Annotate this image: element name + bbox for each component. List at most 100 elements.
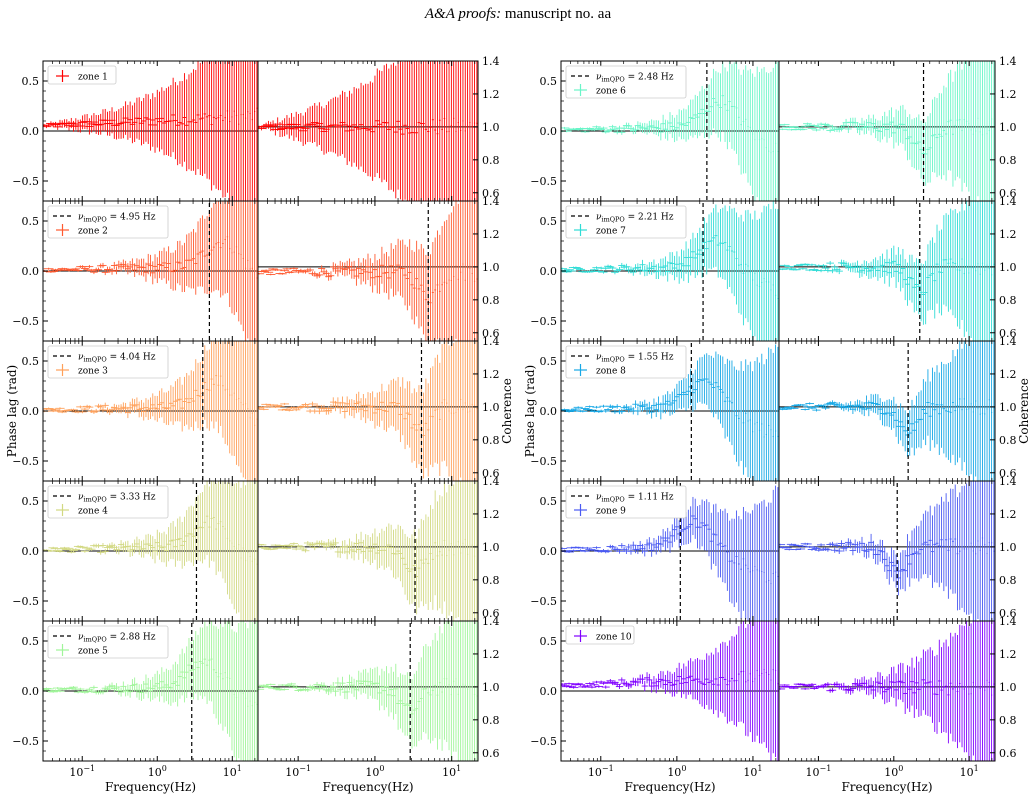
phase-subplot: 0.5 0.0 −0.5	[12, 340, 259, 482]
legend: νimQPO = 3.33 Hz zone 4	[47, 485, 169, 519]
zone-panel: 0.5 0.0 −0.5 1.4 1.2 1.0 0.8 0.6 νimQPO = 3.33 H…	[12, 475, 500, 622]
zone-panel: 0.5 0.0 −0.5 1.4 1.2 1.0 0.8 0.6 νimQPO = 2.21 H…	[530, 195, 1017, 342]
y-tick-label: 1.4	[999, 55, 1017, 68]
y-tick-label: 0.5	[540, 355, 558, 368]
data-marks	[779, 61, 995, 201]
y-tick-label: 1.2	[999, 368, 1017, 381]
phase-subplot: 0.5 0.0 −0.5	[530, 60, 780, 202]
legend-qpo-label: νimQPO = 3.33 Hz	[78, 493, 156, 504]
y-tick-label: 1.0	[482, 121, 500, 134]
y-tick-label: −0.5	[12, 315, 39, 328]
zone-panel: 0.5 0.0 −0.5 1.4 1.2 1.0 0.8 0.6 νimQPO = 2.48 H…	[530, 55, 1017, 202]
legend: νimQPO = 2.21 Hz zone 7	[565, 205, 687, 239]
legend-zone-label: zone 6	[596, 87, 626, 97]
legend-box	[47, 485, 169, 519]
legend-zone-label: zone 4	[78, 507, 108, 517]
y-tick-label: 1.4	[999, 335, 1017, 348]
legend-box	[565, 205, 687, 239]
zone-panel: 0.5 0.0 −0.5 1.4 1.2 1.0 0.8 0.6 νimQPO = 4.04 H…	[12, 335, 500, 482]
y-tick-label: 0.6	[999, 187, 1017, 200]
data-marks	[43, 201, 258, 341]
y-tick-label: 0.5	[540, 215, 558, 228]
legend-qpo-label: νimQPO = 4.04 Hz	[78, 353, 156, 364]
x-tick-label: 101	[442, 764, 461, 779]
legend-box	[565, 485, 687, 519]
legend: zone 1	[47, 65, 117, 85]
data-marks	[561, 61, 779, 201]
y-tick-label: 1.4	[999, 475, 1017, 488]
data-marks	[43, 621, 258, 761]
x-axis-label: Frequency(Hz)	[105, 780, 196, 794]
data-marks	[43, 61, 258, 201]
coherence-subplot: 1.4 1.2 1.0 0.8 0.6	[778, 335, 1017, 482]
data-marks	[779, 201, 995, 341]
coherence-subplot: 1.4 1.2 1.0 0.8 0.6	[778, 195, 1017, 342]
y-tick-label: 0.8	[482, 574, 500, 587]
y-tick-label: 1.2	[999, 88, 1017, 101]
data-marks	[561, 344, 779, 481]
y-tick-label: 0.8	[482, 294, 500, 307]
data-marks	[258, 621, 478, 761]
data-marks	[258, 481, 478, 621]
y-tick-label: 1.2	[482, 648, 500, 661]
y-tick-label: 1.0	[482, 541, 500, 554]
y-tick-label: 1.0	[482, 261, 500, 274]
x-tick-label: 100	[365, 764, 384, 779]
coherence-subplot: 1.4 1.2 1.0 0.8 0.6	[257, 195, 500, 342]
y-tick-label: 0.8	[482, 434, 500, 447]
y-tick-label: −0.5	[530, 595, 557, 608]
y-tick-label: 0.0	[22, 685, 40, 698]
y-tick-label: 0.0	[540, 265, 558, 278]
legend: νimQPO = 1.55 Hz zone 8	[565, 345, 687, 379]
y-tick-label: 0.8	[999, 294, 1017, 307]
y-tick-label: −0.5	[530, 315, 557, 328]
legend: νimQPO = 4.95 Hz zone 2	[47, 205, 169, 239]
data-marks	[43, 341, 258, 481]
coherence-subplot: 1.4 1.2 1.0 0.8 0.6	[257, 55, 500, 202]
y-tick-label: 1.0	[482, 401, 500, 414]
axes-frame	[257, 620, 479, 762]
page-header: A&A proofs: manuscript no. aa	[0, 6, 1036, 23]
y-tick-label: 0.0	[22, 545, 40, 558]
x-tick-label: 100	[148, 764, 167, 779]
data-marks	[779, 481, 995, 621]
phase-subplot: 0.5 0.0 −0.5	[12, 60, 259, 202]
legend-zone-label: zone 2	[78, 227, 108, 237]
y-tick-label: 1.2	[482, 368, 500, 381]
legend-zone-label: zone 3	[78, 367, 108, 377]
y-tick-label: −0.5	[12, 175, 39, 188]
y-tick-label: 1.4	[482, 615, 500, 628]
y-tick-label: 0.6	[482, 187, 500, 200]
y-tick-label: 0.0	[22, 265, 40, 278]
y-tick-label: −0.5	[12, 455, 39, 468]
x-tick-label: 10−1	[69, 764, 95, 779]
coherence-subplot: 10−1 100 101 Frequency(Hz) 1.4 1.2 1.0 0.8 0.6	[257, 615, 500, 794]
y-tick-label: 1.2	[482, 508, 500, 521]
legend-qpo-label: νimQPO = 2.88 Hz	[78, 633, 156, 644]
y-tick-label: −0.5	[12, 735, 39, 748]
y-tick-label: 0.5	[540, 75, 558, 88]
phase-subplot: 0.5 0.0 −0.5	[530, 480, 780, 622]
zone-panel: 0.5 0.0 −0.5 1.4 1.2 1.0 0.8 0.6 νimQPO = 1.55 H…	[530, 335, 1017, 482]
y-tick-label: 1.0	[999, 261, 1017, 274]
legend-box	[47, 345, 169, 379]
legend-box	[565, 65, 687, 99]
y-tick-label: 0.6	[482, 467, 500, 480]
phase-subplot: 0.5 0.0 −0.5	[12, 480, 259, 622]
coherence-subplot: 1.4 1.2 1.0 0.8 0.6	[778, 55, 1017, 202]
y-tick-label: −0.5	[12, 595, 39, 608]
data-marks	[258, 201, 478, 341]
y-tick-label: 0.6	[482, 607, 500, 620]
data-marks	[43, 481, 258, 621]
zone-panel: 0.5 0.0 −0.5 1.4 1.2 1.0 0.8 0.6 zone 1	[12, 55, 500, 202]
y-tick-label: 0.8	[999, 154, 1017, 167]
zone-panel: 10−1 100 101 Frequency(Hz) 0.5 0.0 −0.5 10−1 100…	[12, 615, 500, 794]
legend-qpo-label: νimQPO = 2.48 Hz	[596, 73, 674, 84]
data-marks	[561, 621, 779, 761]
y-tick-label: 0.8	[999, 434, 1017, 447]
y-tick-label: 1.2	[999, 508, 1017, 521]
y-tick-label: 0.5	[22, 75, 40, 88]
legend-box	[565, 345, 687, 379]
legend-box	[47, 65, 117, 85]
